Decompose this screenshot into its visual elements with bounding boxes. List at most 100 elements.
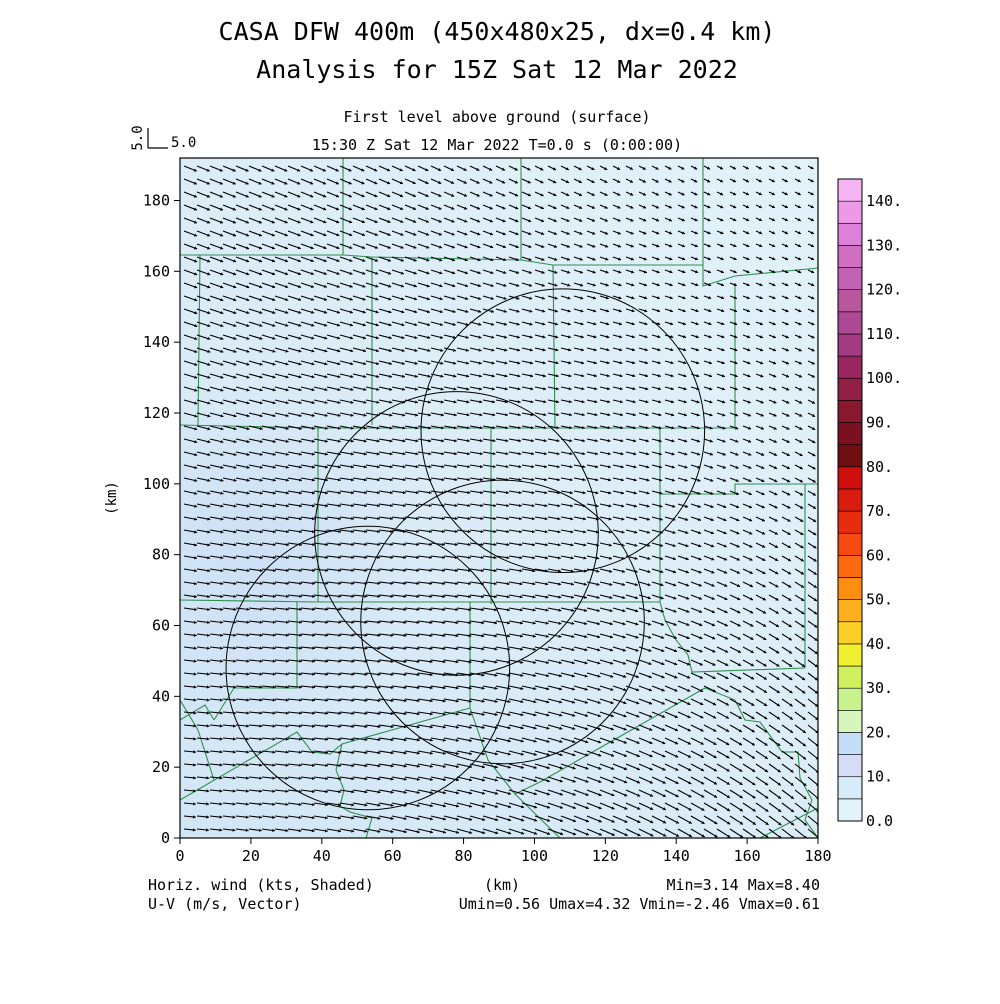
- wind-vector-head: [362, 310, 366, 314]
- wind-vector-head: [810, 231, 814, 235]
- wind-vector-head: [504, 361, 508, 365]
- wind-vector-head: [618, 296, 622, 300]
- wind-vector-head: [553, 231, 557, 235]
- wind-vector-head: [710, 504, 714, 508]
- wind-vector-head: [416, 568, 420, 573]
- wind-vector-head: [245, 220, 249, 224]
- wind-vector-head: [709, 400, 713, 404]
- wind-vector-head: [285, 439, 289, 443]
- wind-vector-head: [738, 715, 742, 719]
- wind-vector-head: [813, 571, 817, 575]
- wind-vector-head: [656, 296, 660, 300]
- wind-vector-head: [647, 556, 651, 560]
- wind-vector-head: [668, 218, 672, 222]
- wind-vector-head: [748, 518, 753, 522]
- wind-vector-head: [785, 348, 789, 352]
- wind-vector-head: [349, 245, 353, 250]
- wind-vector-head: [403, 568, 407, 572]
- wind-vector-head: [762, 610, 766, 614]
- wind-vector-head: [531, 503, 535, 508]
- wind-vector-head: [672, 504, 676, 508]
- wind-vector-head: [271, 194, 275, 198]
- wind-vector-head: [812, 440, 816, 444]
- wind-vector-head: [674, 714, 678, 718]
- chart-title: CASA DFW 400m (450x480x25, dx=0.4 km): [219, 17, 776, 46]
- wind-vector-head: [517, 387, 521, 391]
- wind-vector-head: [479, 400, 483, 404]
- wind-vector-head: [325, 776, 328, 781]
- wind-vector-head: [193, 168, 197, 172]
- wind-vector-head: [633, 504, 637, 508]
- wind-vector-head: [338, 659, 342, 663]
- wind-vector-head: [312, 737, 315, 741]
- wind-vector-head: [610, 700, 614, 705]
- wind-vector-head: [311, 375, 315, 379]
- wind-vector-head: [463, 180, 467, 184]
- wind-vector-head: [661, 701, 665, 705]
- reference-vector-v-label: 5.0: [130, 125, 146, 150]
- wind-vector-head: [298, 375, 302, 379]
- wind-vector-head: [811, 400, 816, 404]
- wind-vector-head: [259, 401, 263, 405]
- wind-vector-head: [760, 426, 764, 430]
- wind-vector-head: [543, 464, 547, 469]
- wind-vector-head: [790, 795, 794, 799]
- wind-vector-head: [413, 284, 417, 288]
- wind-vector-head: [646, 478, 650, 482]
- wind-vector-head: [207, 491, 211, 495]
- wind-vector-head: [686, 649, 690, 653]
- wind-vector-head: [259, 478, 263, 482]
- wind-vector-head: [325, 607, 329, 611]
- wind-vector-head: [466, 439, 470, 443]
- wind-vector-head: [659, 543, 663, 547]
- wind-vector-head: [298, 711, 302, 715]
- wind-vector-head: [377, 620, 381, 624]
- wind-vector-head: [745, 166, 749, 170]
- wind-vector-head: [324, 400, 328, 405]
- wind-vector-head: [546, 687, 550, 691]
- wind-vector-head: [259, 737, 263, 741]
- wind-vector-head: [707, 231, 711, 235]
- wind-vector-head: [776, 716, 781, 720]
- wind-vector-head: [390, 620, 394, 624]
- wind-vector-head: [285, 401, 289, 405]
- wind-vector-head: [773, 413, 777, 417]
- wind-vector-head: [494, 804, 499, 808]
- wind-vector-head: [515, 257, 519, 262]
- wind-vector-head: [429, 777, 433, 781]
- wind-vector-head: [207, 556, 211, 560]
- wind-vector-head: [259, 297, 263, 302]
- wind-vector-head: [338, 516, 342, 521]
- wind-vector-head: [246, 375, 250, 379]
- wind-vector-head: [387, 258, 391, 262]
- wind-vector-head: [724, 636, 728, 640]
- wind-vector-head: [685, 583, 689, 587]
- wind-vector-head: [607, 413, 611, 417]
- wind-vector-head: [348, 168, 352, 172]
- wind-vector-head: [377, 764, 381, 768]
- wind-vector-head: [271, 168, 275, 172]
- wind-vector-head: [802, 743, 806, 747]
- wind-vector-head: [272, 724, 276, 728]
- wind-vector-head: [552, 167, 557, 171]
- wind-vector-head: [570, 530, 574, 534]
- wind-vector-head: [207, 607, 210, 612]
- wind-vector-head: [219, 220, 223, 224]
- wind-vector-head: [617, 192, 621, 196]
- wind-vector-head: [593, 361, 597, 365]
- wind-vector-head: [490, 296, 494, 300]
- wind-vector-head: [246, 517, 250, 521]
- wind-vector-head: [481, 752, 485, 756]
- wind-vector-head: [606, 322, 610, 326]
- wind-vector-head: [810, 192, 814, 196]
- wind-vector-head: [810, 257, 815, 261]
- wind-vector-head: [480, 490, 484, 495]
- wind-vector-head: [193, 620, 197, 624]
- wind-vector-head: [233, 414, 237, 418]
- wind-vector-head: [571, 608, 575, 612]
- wind-vector-head: [429, 790, 433, 795]
- wind-vector-head: [698, 557, 702, 561]
- wind-vector-head: [533, 818, 538, 822]
- wind-vector-head: [708, 348, 712, 352]
- wind-vector-head: [325, 646, 329, 650]
